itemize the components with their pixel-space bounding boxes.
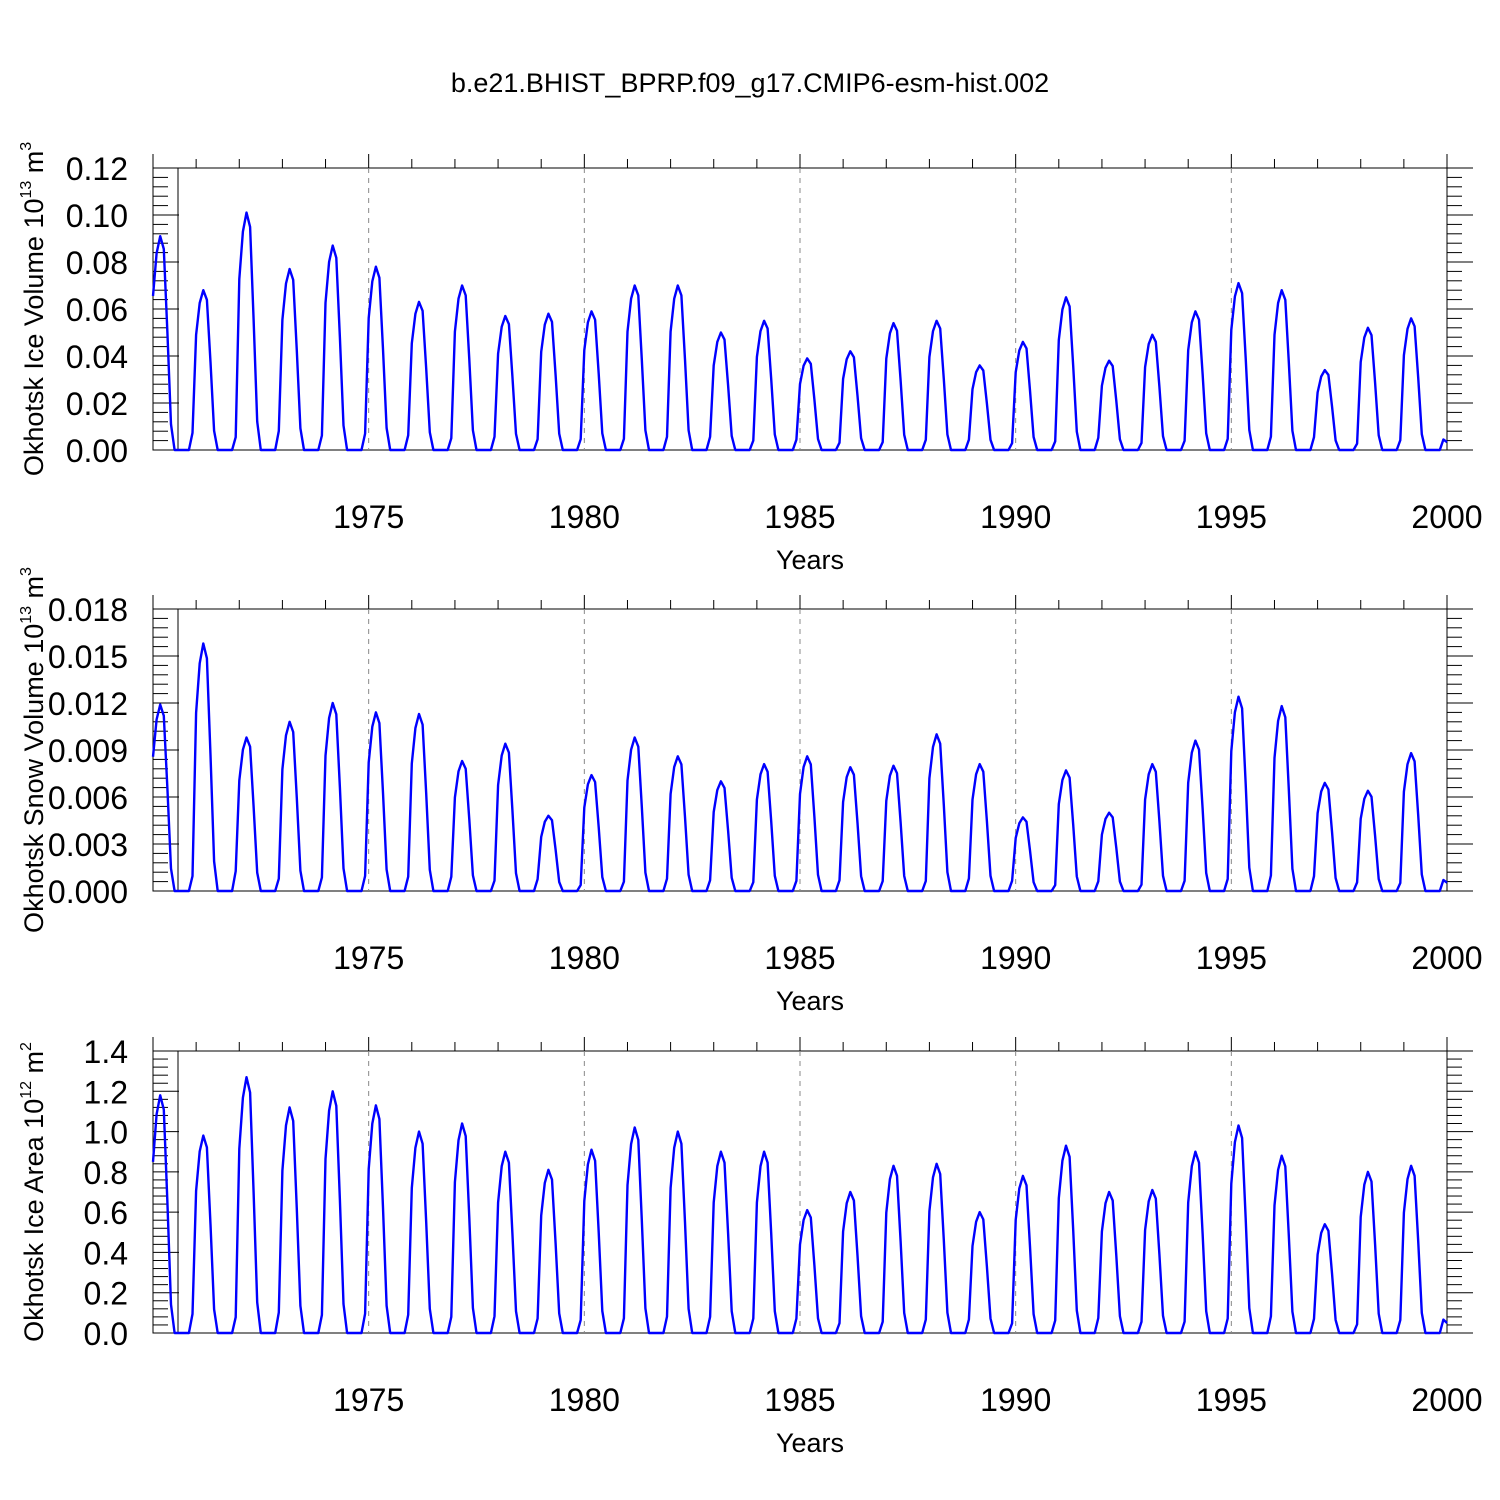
panel-snow-volume: 1975 1980 1985 1990 1995 2000 Years 0.000 0.003 0… bbox=[18, 567, 1483, 1016]
x-tick-label-1975: 1975 bbox=[333, 1382, 404, 1418]
x-tick-label-1995: 1995 bbox=[1196, 1382, 1267, 1418]
y-tick-label-0.06: 0.06 bbox=[66, 292, 128, 328]
x-tick-label-2000: 2000 bbox=[1411, 940, 1482, 976]
y-tick-label-0.2: 0.2 bbox=[84, 1276, 128, 1312]
y-tick-label-0.4: 0.4 bbox=[84, 1235, 128, 1271]
y-tick-label-1.4: 1.4 bbox=[84, 1034, 128, 1070]
x-tick-label-1980: 1980 bbox=[549, 499, 620, 535]
x-tick-label-1980: 1980 bbox=[549, 1382, 620, 1418]
y-axis-label: Okhotsk Ice Area 1012 m2 bbox=[18, 1042, 49, 1342]
series-line-ice-area bbox=[151, 1076, 1448, 1335]
x-tick-label-1985: 1985 bbox=[764, 499, 835, 535]
x-tick-label-1975: 1975 bbox=[333, 940, 404, 976]
y-tick-label-1.0: 1.0 bbox=[84, 1115, 128, 1151]
series-line-ice-volume bbox=[151, 211, 1448, 452]
y-tick-label-0.012: 0.012 bbox=[48, 686, 128, 722]
y-tick-label-0.018: 0.018 bbox=[48, 592, 128, 628]
x-tick-label-1990: 1990 bbox=[980, 499, 1051, 535]
y-tick-label-0.009: 0.009 bbox=[48, 733, 128, 769]
x-tick-label-1985: 1985 bbox=[764, 1382, 835, 1418]
panel-ice-volume: 1975 1980 1985 1990 1995 2000 Years 0.00 0.02 0.0… bbox=[18, 142, 1483, 575]
x-tick-label-1985: 1985 bbox=[764, 940, 835, 976]
y-tick-label-0.08: 0.08 bbox=[66, 245, 128, 281]
x-axis-label: Years bbox=[776, 1428, 844, 1458]
y-tick-label-0.006: 0.006 bbox=[48, 780, 128, 816]
y-tick-label-0.12: 0.12 bbox=[66, 151, 128, 187]
y-tick-label-1.2: 1.2 bbox=[84, 1074, 128, 1110]
y-tick-label-0.02: 0.02 bbox=[66, 386, 128, 422]
y-tick-label-0.003: 0.003 bbox=[48, 827, 128, 863]
x-tick-label-1990: 1990 bbox=[980, 940, 1051, 976]
y-tick-label-0.00: 0.00 bbox=[66, 433, 128, 469]
y-tick-label-0.015: 0.015 bbox=[48, 639, 128, 675]
x-tick-label-1995: 1995 bbox=[1196, 940, 1267, 976]
panel-ice-area: 1975 1980 1985 1990 1995 2000 Years 0.0 0.2 0.4 0.… bbox=[18, 1034, 1483, 1458]
y-tick-label-0.6: 0.6 bbox=[84, 1195, 128, 1231]
y-tick-label-0.8: 0.8 bbox=[84, 1155, 128, 1191]
x-tick-label-1995: 1995 bbox=[1196, 499, 1267, 535]
series-line-snow-volume bbox=[151, 642, 1448, 893]
y-axis-label: Okhotsk Snow Volume 1013 m3 bbox=[18, 567, 49, 933]
x-axis-label: Years bbox=[776, 545, 844, 575]
x-tick-label-1980: 1980 bbox=[549, 940, 620, 976]
x-tick-label-1990: 1990 bbox=[980, 1382, 1051, 1418]
y-axis-label: Okhotsk Ice Volume 1013 m3 bbox=[18, 142, 49, 476]
y-tick-label-0.10: 0.10 bbox=[66, 198, 128, 234]
x-tick-label-2000: 2000 bbox=[1411, 1382, 1482, 1418]
x-tick-label-1975: 1975 bbox=[333, 499, 404, 535]
y-tick-label-0.04: 0.04 bbox=[66, 339, 128, 375]
chart-title: b.e21.BHIST_BPRP.f09_g17.CMIP6-esm-hist.… bbox=[451, 68, 1049, 98]
x-axis-label: Years bbox=[776, 986, 844, 1016]
x-tick-label-2000: 2000 bbox=[1411, 499, 1482, 535]
y-tick-label-0.0: 0.0 bbox=[84, 1316, 128, 1352]
y-tick-label-0.000: 0.000 bbox=[48, 874, 128, 910]
